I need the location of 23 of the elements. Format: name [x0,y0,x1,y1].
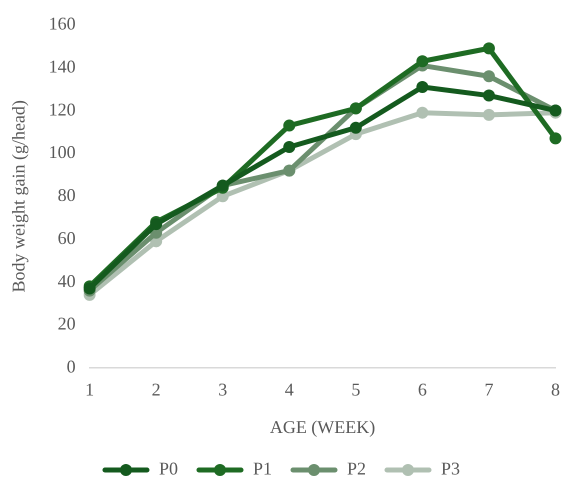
y-tick-label: 140 [48,56,76,76]
y-tick-label: 0 [66,356,76,377]
x-tick-label: 3 [218,379,228,400]
y-tick-label: 100 [48,142,76,162]
y-tick-label: 80 [58,185,76,206]
y-tick-label: 120 [48,99,76,120]
legend-label: P0 [158,458,178,479]
x-tick-label: 8 [551,379,560,400]
legend-label: P3 [441,458,460,479]
y-tick-label: 60 [58,228,76,248]
x-tick-label: 2 [152,379,161,400]
y-tick-label: 20 [58,314,76,334]
y-tick-label: 160 [48,14,76,34]
y-tick-label: 40 [58,270,76,291]
x-tick-label: 5 [351,379,360,400]
x-axis-title: AGE (WEEK) [270,416,376,437]
x-tick-label: 1 [85,379,94,400]
x-tick-label: 6 [418,379,427,400]
legend-label: P2 [347,458,366,479]
y-axis-title: Body weight gain (g/head) [8,100,29,293]
legend-label: P1 [252,458,272,479]
x-tick-label: 7 [484,379,494,400]
x-tick-label: 4 [284,379,294,400]
